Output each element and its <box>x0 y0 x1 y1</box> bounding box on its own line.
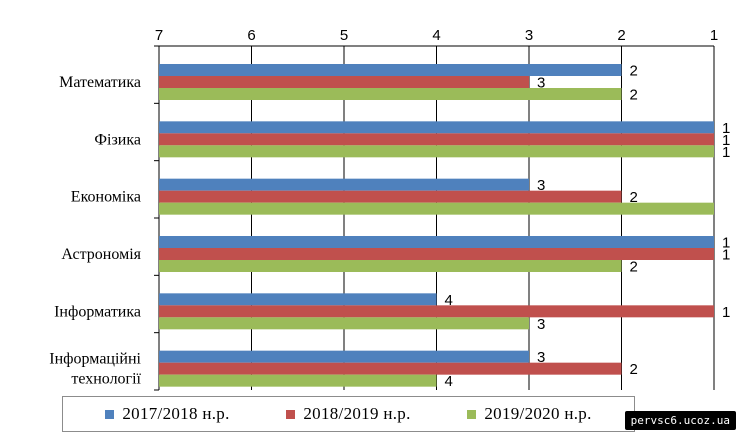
bar-2-2 <box>159 202 714 215</box>
data-label-5-1: 2 <box>630 361 638 378</box>
data-label-5-2: 4 <box>445 373 453 390</box>
x-tick-label-1: 1 <box>710 27 718 44</box>
category-label-2: Економіка <box>71 189 141 206</box>
bar-0-0 <box>159 64 622 76</box>
bar-3-0 <box>159 236 714 248</box>
legend-label-0: 2017/2018 н.р. <box>122 404 230 423</box>
data-label-1-0: 1 <box>722 120 730 137</box>
bar-1-2 <box>159 145 714 158</box>
legend-label-2: 2019/2020 н.р. <box>484 404 592 423</box>
legend-item-2: 2019/2020 н.р. <box>467 404 591 424</box>
data-label-0-0: 2 <box>630 63 638 80</box>
x-tick-label-2: 2 <box>617 27 625 44</box>
bar-4-0 <box>159 293 437 306</box>
category-label-4: Інформатика <box>54 303 141 320</box>
bar-1-1 <box>159 133 714 146</box>
data-label-0-2: 2 <box>630 87 638 104</box>
data-label-5-0: 3 <box>537 349 545 366</box>
bar-0-2 <box>159 88 622 100</box>
data-label-3-2: 2 <box>630 259 638 276</box>
category-label-line: Інформаційні <box>49 351 141 368</box>
category-label-line: Економіка <box>71 189 141 206</box>
bar-2-0 <box>159 178 529 191</box>
legend-swatch-2 <box>467 409 477 419</box>
category-label-0: Математика <box>59 74 141 91</box>
data-label-1-2: 1 <box>722 144 730 161</box>
bar-3-2 <box>159 260 622 272</box>
data-label-2-1: 2 <box>630 189 638 206</box>
category-label-line: Фізика <box>94 131 141 148</box>
legend-swatch-1 <box>286 409 296 419</box>
x-tick-label-5: 5 <box>340 27 348 44</box>
x-tick-label-7: 7 <box>155 27 163 44</box>
category-label-1: Фізика <box>94 131 141 148</box>
bar-3-1 <box>159 248 714 260</box>
data-label-3-0: 1 <box>722 235 730 252</box>
legend-label-1: 2018/2019 н.р. <box>303 404 411 423</box>
data-label-1-1: 1 <box>722 132 730 149</box>
legend-item-1: 2018/2019 н.р. <box>286 404 410 424</box>
category-label-line: Інформатика <box>54 303 141 320</box>
legend-swatch-0 <box>105 409 115 419</box>
bar-4-2 <box>159 317 529 330</box>
category-label-line: технології <box>71 371 141 388</box>
data-label-0-1: 3 <box>537 75 545 92</box>
bar-5-0 <box>159 350 529 363</box>
data-label-4-2: 3 <box>537 316 545 333</box>
data-label-4-0: 4 <box>445 292 453 309</box>
legend: 2017/2018 н.р. 2018/2019 н.р. 2019/2020 н.… <box>62 396 635 432</box>
bar-0-1 <box>159 76 529 88</box>
category-label-line: Астрономія <box>61 246 141 263</box>
x-tick-label-3: 3 <box>525 27 533 44</box>
watermark: pervsc6.ucoz.ua <box>624 411 736 430</box>
data-label-3-1: 1 <box>722 247 730 264</box>
data-label-4-1: 1 <box>722 304 730 321</box>
bar-2-1 <box>159 190 622 203</box>
legend-item-0: 2017/2018 н.р. <box>105 404 229 424</box>
bar-1-0 <box>159 121 714 134</box>
category-label-5: Інформаційні технології <box>49 351 141 388</box>
x-tick-label-4: 4 <box>432 27 440 44</box>
category-label-3: Астрономія <box>61 246 141 263</box>
bar-5-2 <box>159 374 437 387</box>
bar-4-1 <box>159 305 714 318</box>
category-label-line: Математика <box>59 74 141 91</box>
bar-5-1 <box>159 362 622 375</box>
x-tick-label-6: 6 <box>247 27 255 44</box>
data-label-2-0: 3 <box>537 177 545 194</box>
